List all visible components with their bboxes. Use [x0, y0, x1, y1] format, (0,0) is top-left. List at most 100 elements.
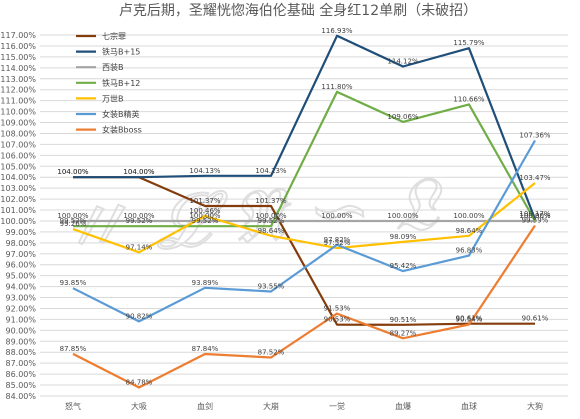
data-label: 115.79%: [453, 39, 484, 47]
data-label: 95.42%: [390, 262, 417, 270]
y-tick-label: 104.00%: [0, 173, 36, 182]
data-label: 99.52%: [126, 217, 153, 225]
y-tick-label: 107.00%: [0, 140, 36, 149]
y-tick-label: 115.00%: [0, 53, 36, 62]
data-label: 90.82%: [126, 312, 153, 320]
data-label: 84.78%: [126, 378, 153, 386]
data-label: 87.85%: [60, 345, 87, 353]
y-tick-label: 94.00%: [5, 283, 36, 292]
x-category-label: 大吸: [131, 401, 147, 411]
series-line: [73, 90, 536, 228]
data-label: 104.13%: [189, 167, 220, 175]
data-label: 90.53%: [324, 316, 351, 324]
data-label: 101.37%: [255, 197, 286, 205]
data-label: 87.52%: [258, 348, 285, 356]
data-label: 104.00%: [123, 168, 154, 176]
chart-title: 卢克后期，圣耀恍惚海伯伦基础 全身红12单刷（未破招）: [119, 2, 477, 19]
data-label: 97.52%: [324, 239, 351, 247]
series-line: [72, 139, 536, 323]
data-label: 87.84%: [192, 345, 219, 353]
data-label: 104.13%: [255, 167, 286, 175]
data-label: 90.51%: [390, 316, 417, 324]
y-tick-label: 91.00%: [5, 315, 36, 324]
y-tick-label: 114.00%: [0, 64, 36, 73]
x-category-label: 大崩: [263, 401, 279, 411]
legend-label: 铁马B+12: [102, 78, 140, 88]
data-label: 100.00%: [123, 212, 154, 220]
x-category-label: 大狗: [527, 401, 543, 411]
series-line: [73, 34, 537, 220]
data-label: 104.00%: [123, 168, 154, 176]
y-tick-label: 96.00%: [5, 261, 36, 270]
y-tick-label: 95.00%: [5, 272, 36, 281]
y-tick-label: 92.00%: [5, 304, 36, 313]
y-tick-label: 93.00%: [5, 294, 36, 303]
legend-label: 铁马B+15: [102, 47, 140, 57]
y-tick-label: 99.00%: [5, 228, 36, 237]
series-line: [72, 224, 536, 389]
data-label: 93.55%: [258, 283, 285, 291]
data-label: 116.93%: [321, 27, 352, 35]
y-tick-label: 100.00%: [0, 217, 36, 226]
data-label: 98.09%: [390, 233, 417, 241]
series-line: [73, 176, 535, 326]
data-label: 93.85%: [60, 279, 87, 287]
x-category-label: 血球: [461, 401, 477, 411]
x-category-label: 血剑: [197, 401, 213, 411]
data-label: 103.47%: [519, 174, 550, 182]
y-tick-label: 112.00%: [0, 86, 36, 95]
data-label: 100.17%: [519, 210, 550, 218]
y-axis-ticks: 84.00% 85.00% 86.00% 87.00% 88.00% 89.00% 90.0…: [0, 31, 36, 401]
legend-label: 女装B精英: [102, 109, 140, 119]
data-label: 100.00%: [321, 212, 352, 220]
data-label: 100.46%: [189, 207, 220, 215]
y-tick-label: 88.00%: [5, 348, 36, 357]
data-label: 104.00%: [57, 168, 88, 176]
legend-label: 女装Bboss: [102, 125, 142, 135]
y-tick-label: 89.00%: [5, 337, 36, 346]
y-tick-label: 101.00%: [0, 206, 36, 215]
data-label: 90.61%: [522, 315, 549, 323]
data-label: 97.82%: [324, 236, 351, 244]
data-label: 96.83%: [456, 247, 483, 255]
data-label: 107.36%: [519, 131, 550, 139]
data-label: 98.64%: [456, 227, 483, 235]
y-tick-label: 103.00%: [0, 184, 36, 193]
y-tick-label: 110.00%: [0, 108, 36, 117]
data-label: 99.26%: [60, 220, 87, 228]
y-tick-label: 97.00%: [5, 250, 36, 259]
data-label: 90.54%: [456, 315, 483, 323]
data-label: 100.00%: [519, 212, 550, 220]
x-category-label: 血爆: [395, 401, 411, 411]
y-tick-label: 108.00%: [0, 129, 36, 138]
data-label: 109.06%: [387, 113, 418, 121]
data-label: 99.52%: [60, 217, 87, 225]
y-tick-label: 105.00%: [0, 162, 36, 171]
data-label: 98.64%: [258, 227, 285, 235]
y-tick-label: 90.00%: [5, 326, 36, 335]
data-label: 90.61%: [456, 315, 483, 323]
data-label: 110.66%: [453, 95, 484, 103]
data-label: 97.14%: [126, 243, 153, 251]
data-label: 91.53%: [324, 305, 351, 313]
y-tick-label: 113.00%: [0, 75, 36, 84]
data-label: 100.00%: [519, 212, 550, 220]
data-labels: 104.00% 104.00% 101.37% 101.37% 90.53% 90.51%…: [57, 27, 550, 387]
data-label: 99.52%: [192, 217, 219, 225]
data-label: 89.27%: [390, 329, 417, 337]
x-category-label: 一觉: [329, 401, 345, 411]
data-label: 104.00%: [57, 168, 88, 176]
y-tick-label: 85.00%: [5, 381, 36, 390]
data-label: 100.00%: [57, 212, 88, 220]
x-axis-categories: 怒气 大吸 血剑 大崩 一觉 血爆 血球 大狗: [65, 401, 543, 411]
y-tick-label: 117.00%: [0, 31, 36, 40]
y-tick-label: 109.00%: [0, 119, 36, 128]
series-lines: [72, 34, 537, 389]
y-tick-label: 111.00%: [0, 97, 36, 106]
x-category-label: 怒气: [65, 401, 81, 411]
data-label: 111.80%: [321, 83, 352, 91]
legend-label: 西装B: [102, 62, 124, 72]
data-label: 99.59%: [522, 216, 549, 224]
